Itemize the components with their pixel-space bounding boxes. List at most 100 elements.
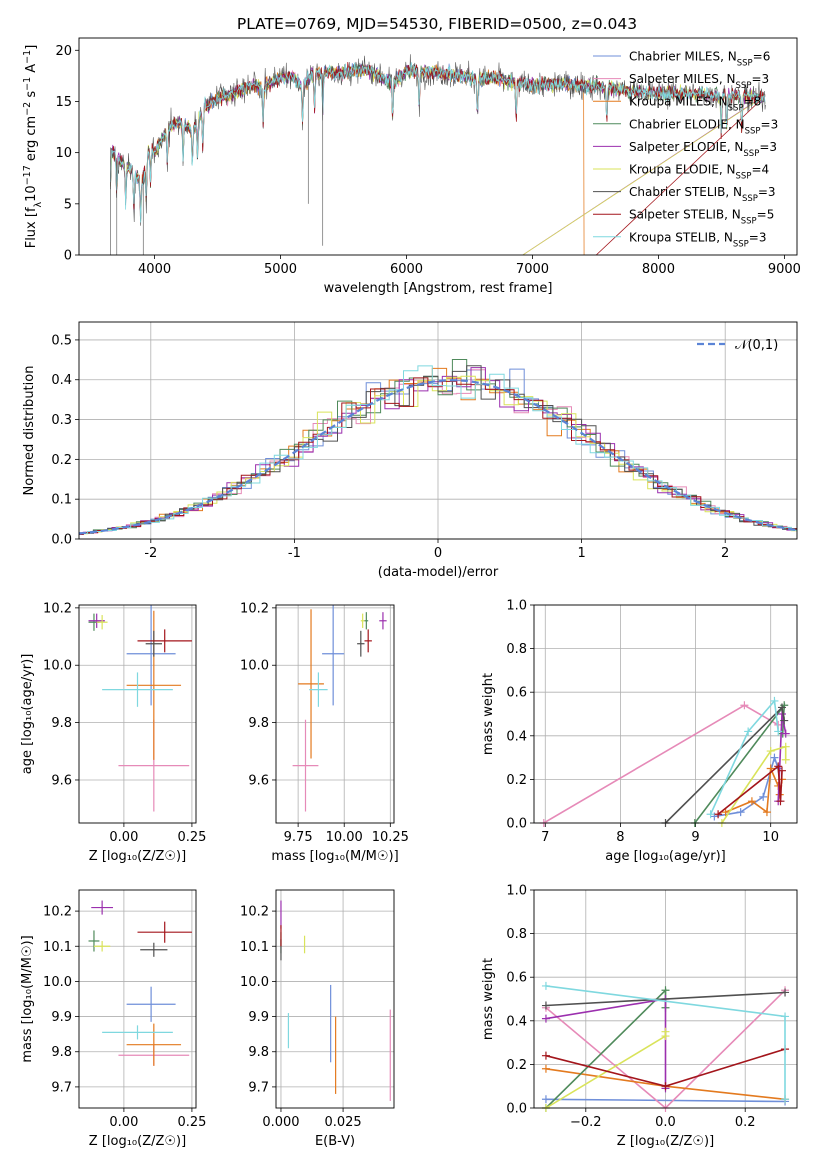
y-tick-label: 1.0 bbox=[506, 884, 527, 899]
weight-marker bbox=[541, 1064, 550, 1073]
y-tick-label: 10.2 bbox=[240, 601, 269, 616]
legend-label-count: =3 bbox=[758, 185, 776, 199]
y-tick-label: 9.8 bbox=[248, 716, 269, 731]
weight-marker bbox=[661, 1027, 670, 1036]
axes-frame bbox=[78, 604, 197, 824]
weight-line bbox=[709, 699, 779, 815]
legend-label-name: Chabrier ELODIE, N bbox=[629, 117, 745, 131]
y-axis-label: Flux [fλ10−17 erg cm−2 s−1 A−1] bbox=[22, 45, 44, 249]
legend-label-sub: SSP bbox=[736, 81, 752, 91]
y-tick-label: 9.7 bbox=[248, 1080, 269, 1095]
weight-line bbox=[545, 989, 786, 1108]
legend-label: Chabrier MILES, NSSP=6 bbox=[629, 50, 770, 69]
y-tick-label: 9.6 bbox=[51, 773, 72, 788]
y-tick-label: 10.2 bbox=[43, 905, 72, 920]
legend-label: Chabrier ELODIE, NSSP=3 bbox=[629, 117, 778, 136]
weight-marker bbox=[777, 703, 786, 712]
x-tick-label: 9 bbox=[691, 830, 699, 845]
legend-label-name: Kroupa STELIB, N bbox=[629, 230, 733, 244]
x-tick-label: 0.25 bbox=[177, 830, 206, 845]
weight-vs-Z-panel: −0.2 0.0 0.2 0.0 0.2 0.4 0.6 0.8 1.0 Z [log₁₀(Z/Z… bbox=[481, 884, 798, 1149]
y-tick-label: 0.4 bbox=[506, 1014, 527, 1029]
x-tick-label: 5000 bbox=[264, 262, 297, 277]
y-tick-label: 0.4 bbox=[506, 729, 527, 744]
y-axis-label: mass weight bbox=[481, 958, 496, 1040]
weight-marker bbox=[541, 1051, 550, 1060]
y-tick-label: 0.0 bbox=[506, 817, 527, 832]
y-tick-label: 5 bbox=[64, 197, 72, 212]
legend-label-sub: SSP bbox=[737, 59, 753, 69]
x-tick-label: 10 bbox=[762, 830, 779, 845]
x-tick-label: 8 bbox=[616, 830, 624, 845]
y-tick-label: 9.8 bbox=[248, 1045, 269, 1060]
legend-label-name: Salpeter STELIB, N bbox=[629, 208, 741, 222]
weight-marker bbox=[770, 696, 779, 705]
y-tick-label: 10.1 bbox=[43, 940, 72, 955]
x-tick-label: 0 bbox=[434, 546, 442, 561]
legend-label-count: =4 bbox=[751, 163, 769, 177]
x-tick-label: 0.2 bbox=[735, 1115, 756, 1130]
y-axis-label-part: −1 bbox=[22, 50, 33, 64]
legend-label-name: Salpeter ELODIE, N bbox=[629, 140, 743, 154]
legend-label: Chabrier STELIB, NSSP=3 bbox=[629, 185, 776, 204]
y-axis-label: mass [log₁₀(M/M☉)] bbox=[20, 935, 35, 1062]
y-axis-label-part: Flux [f bbox=[24, 207, 39, 248]
y-tick-label: 9.6 bbox=[248, 773, 269, 788]
y-tick-label: 10.1 bbox=[240, 940, 269, 955]
legend-label: Kroupa ELODIE, NSSP=4 bbox=[629, 163, 769, 182]
y-tick-label: 15 bbox=[55, 95, 72, 110]
y-tick-label: 0.8 bbox=[506, 642, 527, 657]
legend-label-name: Chabrier MILES, N bbox=[629, 50, 737, 64]
weight-marker bbox=[781, 742, 790, 751]
y-tick-label: 0.6 bbox=[506, 686, 527, 701]
y-axis-label-part: −17 bbox=[22, 165, 33, 185]
legend-label-count: =3 bbox=[749, 230, 767, 244]
weight-marker bbox=[740, 701, 749, 710]
legend-label: Kroupa STELIB, NSSP=3 bbox=[629, 230, 767, 249]
weight-line bbox=[721, 745, 787, 823]
y-tick-label: 0.2 bbox=[506, 1058, 527, 1073]
y-axis-label-part: −1 bbox=[22, 77, 33, 91]
weight-marker bbox=[770, 753, 779, 762]
legend-label-count: =3 bbox=[751, 72, 769, 86]
y-tick-label: 0.1 bbox=[51, 493, 72, 508]
y-tick-label: 10 bbox=[55, 146, 72, 161]
legend-label-count: =6 bbox=[753, 50, 771, 64]
y-axis-label-part: s bbox=[24, 91, 39, 102]
weight-marker bbox=[766, 764, 775, 773]
legend-label-name: Chabrier STELIB, N bbox=[629, 185, 742, 199]
x-tick-label: 0.025 bbox=[324, 1115, 361, 1130]
y-axis-label-part: 10 bbox=[24, 185, 39, 202]
x-tick-label: 6000 bbox=[390, 262, 423, 277]
x-tick-label: 0.00 bbox=[109, 830, 138, 845]
weight-marker bbox=[781, 1012, 790, 1021]
y-tick-label: 9.8 bbox=[51, 1045, 72, 1060]
y-tick-label: 0 bbox=[64, 249, 72, 264]
x-tick-label: 2 bbox=[721, 546, 729, 561]
weight-marker bbox=[541, 1095, 550, 1104]
x-tick-label: 9000 bbox=[768, 262, 801, 277]
x-tick-label: 0.0 bbox=[655, 1115, 676, 1130]
legend-label-sub: SSP bbox=[736, 172, 752, 182]
axes-frame bbox=[78, 37, 798, 256]
weight-marker bbox=[747, 797, 756, 806]
weight-marker bbox=[776, 797, 785, 806]
legend-label: Salpeter ELODIE, NSSP=3 bbox=[629, 140, 777, 159]
parameter-panels: 0.00 0.25 9.6 9.8 10.0 10.2 Z [log₁₀(Z/Z☉)] age… bbox=[20, 599, 798, 1149]
x-tick-label: 1 bbox=[577, 546, 585, 561]
x-axis-label: wavelength [Angstrom, rest frame] bbox=[324, 281, 553, 296]
y-tick-label: 1.0 bbox=[506, 599, 527, 614]
weight-marker bbox=[774, 762, 783, 771]
x-axis-label: Z [log₁₀(Z/Z☉)] bbox=[89, 1134, 186, 1149]
weight-marker bbox=[541, 981, 550, 990]
legend-label-name: Kroupa MILES, N bbox=[629, 95, 728, 109]
legend-label: Salpeter STELIB, NSSP=5 bbox=[629, 208, 774, 227]
y-tick-label: 10.0 bbox=[240, 975, 269, 990]
y-axis-label: age [log₁₀(age/yr)] bbox=[20, 654, 35, 775]
y-tick-label: 9.9 bbox=[51, 1010, 72, 1025]
legend-label-sub: SSP bbox=[742, 194, 758, 204]
x-tick-label: 0.25 bbox=[177, 1115, 206, 1130]
axes-frame bbox=[533, 889, 798, 1109]
weight-marker bbox=[774, 727, 783, 736]
axes-frame bbox=[533, 604, 798, 824]
